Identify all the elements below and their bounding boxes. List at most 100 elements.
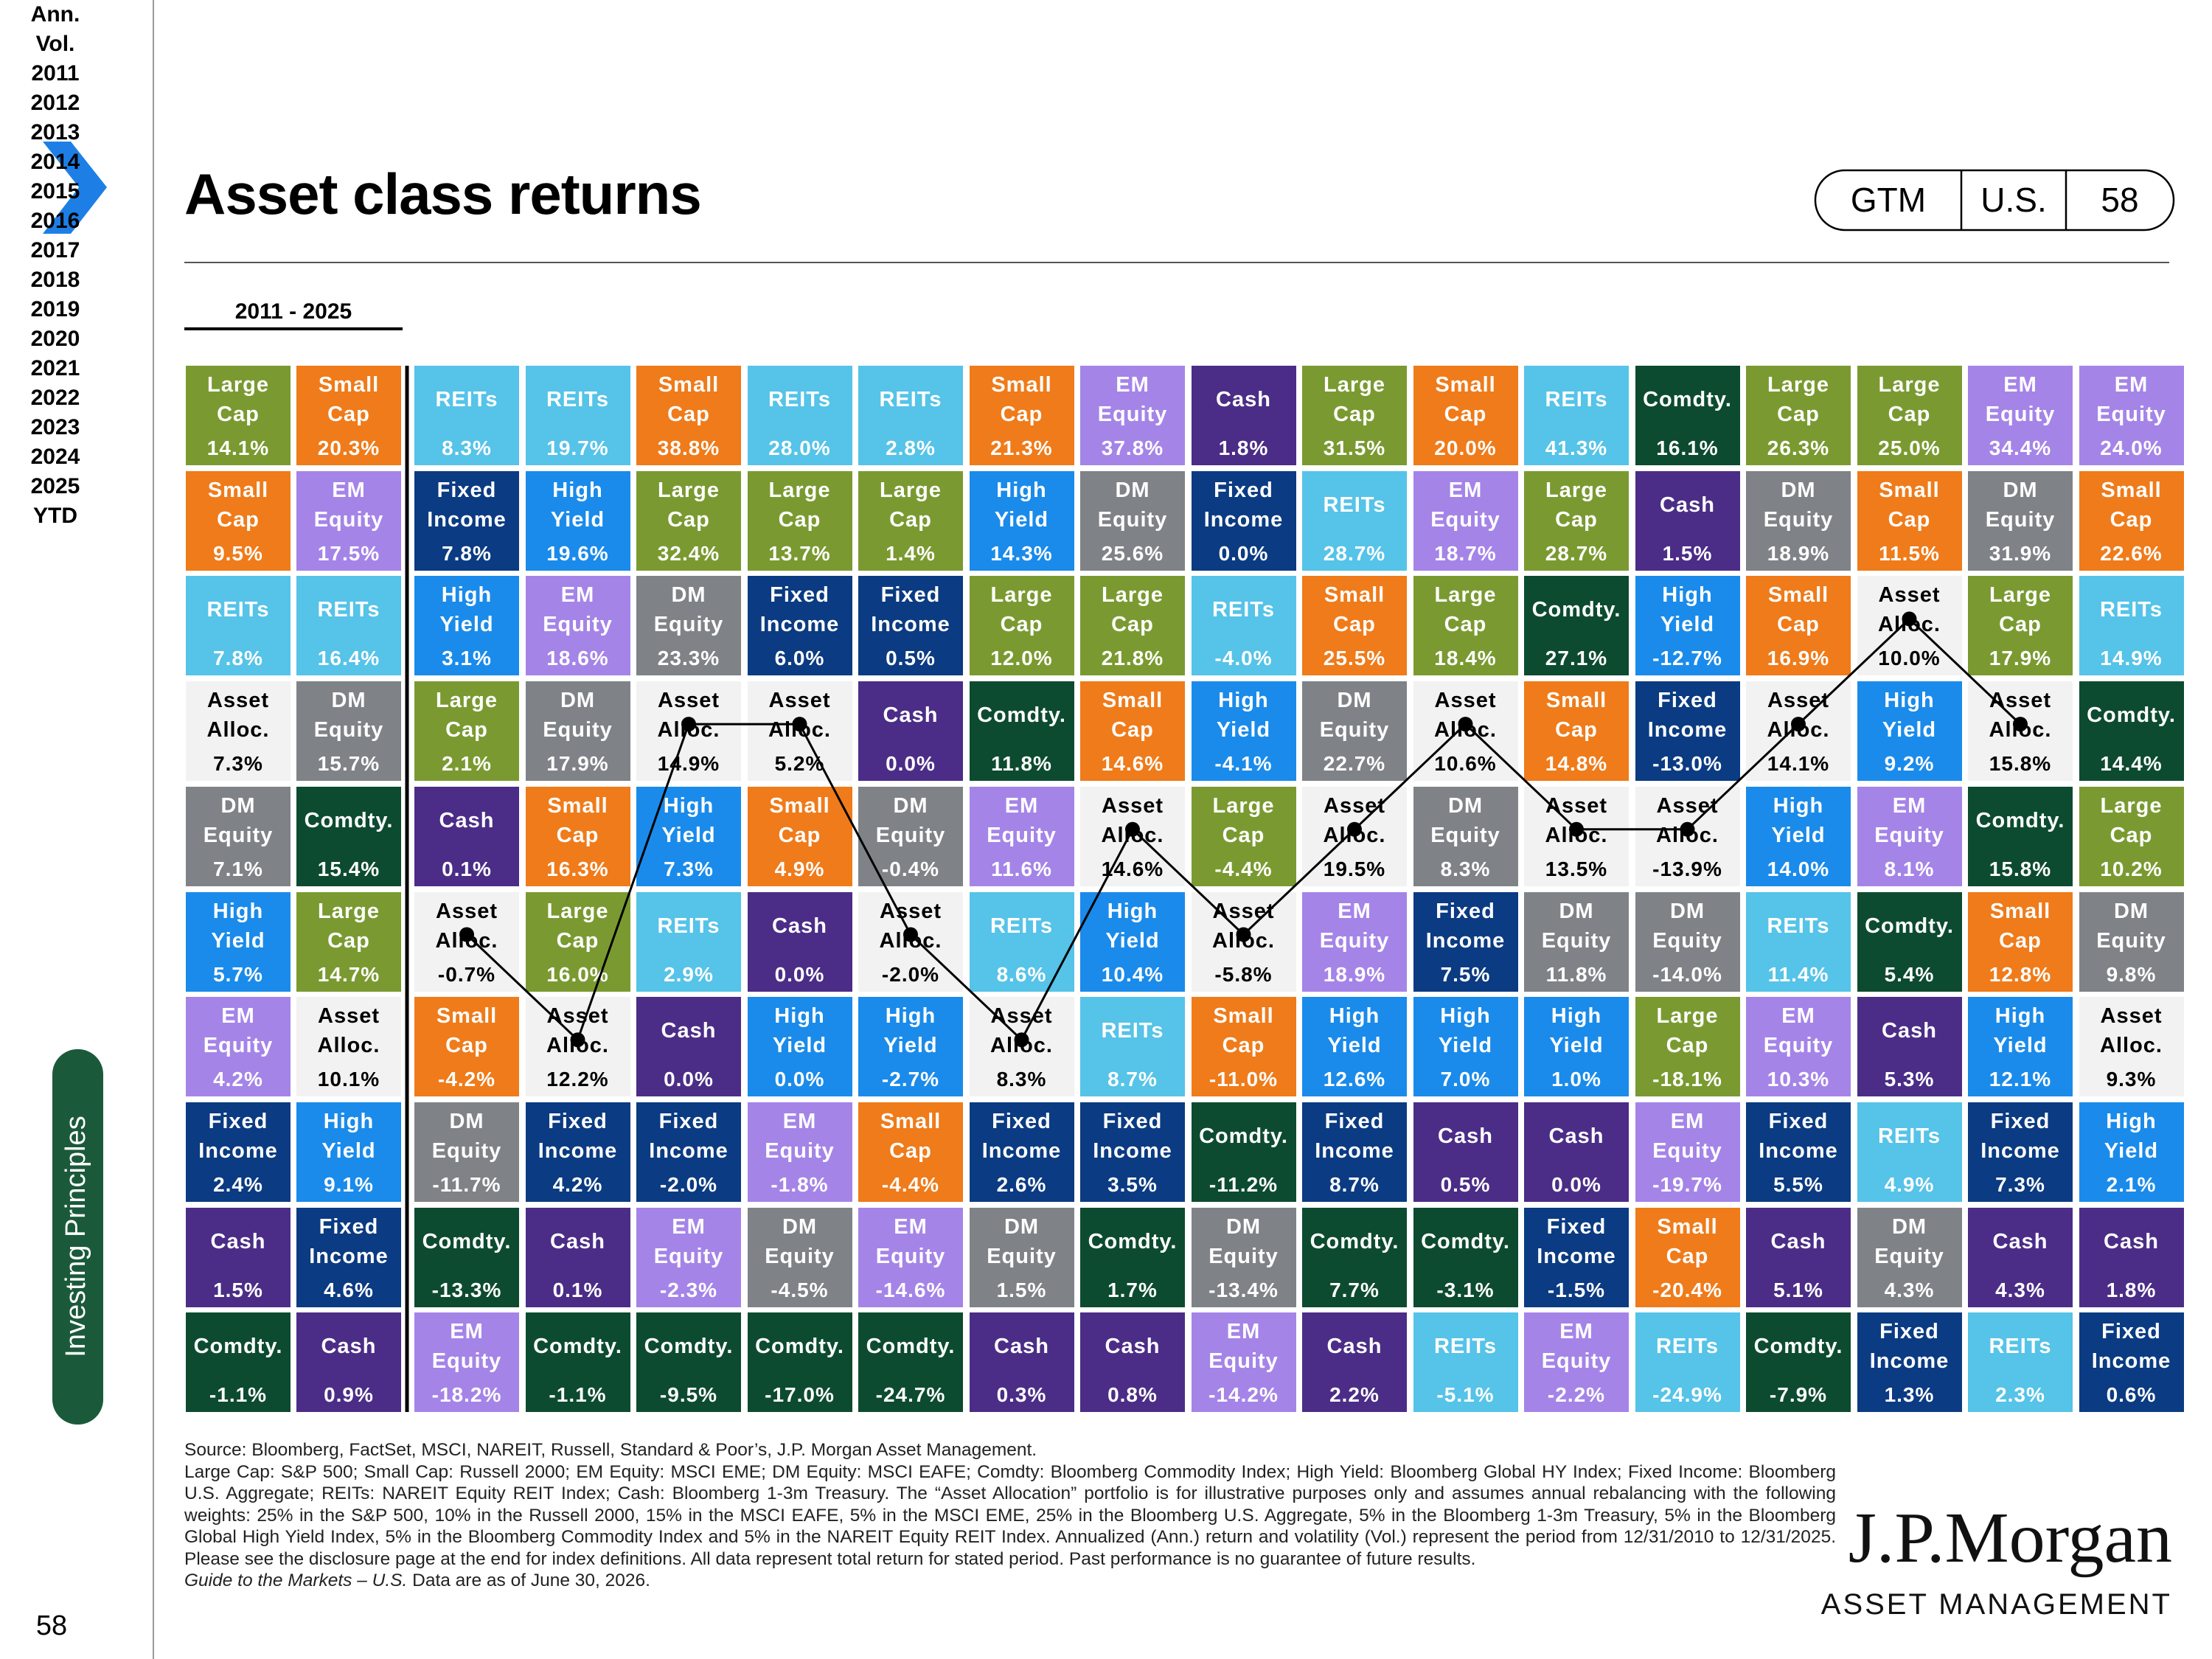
cell-label-box: EM Equity <box>526 579 630 641</box>
cell-value: -5.8% <box>1214 962 1273 986</box>
cell-label-box: Fixed Income <box>970 1105 1074 1167</box>
cell-label-box: EM Equity <box>636 1211 741 1273</box>
cell-value: 16.1% <box>1656 437 1719 459</box>
cell: Cash 0.8% <box>1080 1312 1185 1413</box>
cell-value: 16.4% <box>317 647 380 670</box>
cell-label: DM Equity <box>1097 478 1168 532</box>
cell-value: 22.6% <box>2100 541 2163 565</box>
cell-value: 19.6% <box>546 541 609 565</box>
section-pill <box>52 1049 103 1425</box>
cell-label: Cash <box>1548 1124 1604 1148</box>
cell: Comdty. 15.4% <box>296 786 401 886</box>
cell: Asset Alloc. -2.0% <box>858 891 963 992</box>
cell: Cash 4.3% <box>1968 1207 2073 1307</box>
cell-label: Asset Alloc. <box>1989 689 2052 742</box>
cell-label: Asset Alloc. <box>1878 583 1941 637</box>
cell-label: Fixed Income <box>1869 1320 1950 1374</box>
cell-value: -24.9% <box>1652 1383 1722 1407</box>
cell: Comdty. 11.8% <box>969 681 1074 782</box>
cell-label-box: Asset Alloc. <box>414 895 519 957</box>
cell-label-box: Comdty. <box>1857 895 1962 957</box>
cell-label-box: Cash <box>1968 1211 2073 1273</box>
cell: Asset Alloc. 13.5% <box>1524 786 1629 886</box>
cell-label-box: Asset Alloc. <box>1746 684 1851 746</box>
cell: High Yield 14.3% <box>969 470 1074 571</box>
column-header: 2025 <box>30 474 80 498</box>
cell-value: 9.2% <box>1884 752 1935 776</box>
cell-label: High Yield <box>1993 1004 2048 1058</box>
cell: EM Equity 17.5% <box>296 470 401 571</box>
cell-value: -1.1% <box>549 1383 607 1407</box>
cell-label: Fixed Income <box>1203 478 1284 532</box>
cell: REITs 2.9% <box>636 891 741 992</box>
cell: Fixed Income 8.7% <box>1302 1102 1407 1202</box>
cell: REITs 19.7% <box>525 366 630 465</box>
cell-label: Cash <box>1992 1229 2048 1253</box>
cell-value: 26.3% <box>1767 437 1830 459</box>
cell: High Yield 12.6% <box>1302 997 1407 1097</box>
cell-label-box: Fixed Income <box>1968 1105 2073 1167</box>
cell-label: Cash <box>439 808 495 832</box>
cell-value: 14.8% <box>1545 752 1608 776</box>
cell-value: 41.3% <box>1545 437 1608 459</box>
cell-label-box: EM Equity <box>1192 1315 1296 1377</box>
cell: Small Cap 16.3% <box>525 786 630 886</box>
cell-value: 9.5% <box>213 541 263 565</box>
cell-label-box: Asset Alloc. <box>1857 579 1962 641</box>
cell: REITs 14.9% <box>2079 576 2184 676</box>
cell-value: 12.8% <box>1989 962 2052 986</box>
cell-value: 18.9% <box>1767 541 1830 565</box>
cell-label-box: DM Equity <box>1192 1211 1296 1273</box>
cell-label-box: Fixed Income <box>2079 1315 2184 1377</box>
cell: Fixed Income -2.0% <box>636 1102 741 1202</box>
cell-label-box: Large Cap <box>186 369 291 431</box>
cell-value: 21.8% <box>1101 647 1164 670</box>
cell-label-box: REITs <box>2079 579 2184 641</box>
column-header: 2016 <box>30 209 80 233</box>
cell-label: Asset Alloc. <box>657 689 720 742</box>
cell-value: -1.1% <box>209 1383 268 1407</box>
cell-label-box: EM Equity <box>1413 474 1518 536</box>
cell: Asset Alloc. 9.3% <box>2079 997 2184 1097</box>
cell-value: 18.9% <box>1323 962 1386 986</box>
cell-value: 14.7% <box>317 962 380 986</box>
cell-value: 2.1% <box>2106 1172 2157 1196</box>
cell-label: Asset Alloc. <box>2100 1004 2163 1058</box>
cell-label: Large Cap <box>880 478 942 532</box>
cell-label-box: High Yield <box>636 790 741 852</box>
cell: Cash 1.5% <box>1635 470 1740 571</box>
cell: EM Equity 18.6% <box>525 576 630 676</box>
cell-value: 5.5% <box>1773 1172 1823 1196</box>
page-number: 58 <box>36 1610 67 1641</box>
cell-label: Cash <box>1882 1019 1937 1043</box>
cell: Large Cap 28.7% <box>1524 470 1629 571</box>
cell-label: Fixed Income <box>1093 1109 1172 1163</box>
cell-label-box: Comdty. <box>1524 579 1629 641</box>
cell-label-box: Comdty. <box>636 1315 741 1377</box>
cell-value: 28.0% <box>768 437 831 459</box>
cell-label: Fixed Income <box>538 1109 618 1163</box>
cell-value: -5.1% <box>1436 1383 1495 1407</box>
cell-value: 2.8% <box>886 437 936 459</box>
cell-label-box: Fixed Income <box>296 1211 401 1273</box>
cell-label: Comdty. <box>1421 1229 1510 1253</box>
cell-value: -14.0% <box>1652 962 1722 986</box>
cell: EM Equity -14.6% <box>858 1207 963 1307</box>
cell-label: DM Equity <box>875 793 946 847</box>
cell-label: High Yield <box>772 1004 827 1058</box>
cell-label: Cash <box>2104 1229 2159 1253</box>
cell-value: 13.5% <box>1545 857 1608 880</box>
cell-value: 9.1% <box>324 1172 374 1196</box>
cell-label-box: Asset Alloc. <box>858 895 963 957</box>
cell-value: -1.5% <box>1547 1278 1606 1301</box>
column-header: 2020 <box>30 327 80 351</box>
cell-value: 2.9% <box>664 962 714 986</box>
cell-label: EM Equity <box>1541 1320 1612 1374</box>
cell-label: Comdty. <box>1088 1229 1178 1253</box>
cell: Large Cap 21.8% <box>1080 576 1185 676</box>
cell-label-box: Large Cap <box>1413 579 1518 641</box>
column-header: 2013 <box>30 120 80 145</box>
cell-value: -13.9% <box>1652 857 1722 880</box>
cell: Cash 1.5% <box>186 1207 291 1307</box>
cell-value: 4.3% <box>1995 1278 2045 1301</box>
